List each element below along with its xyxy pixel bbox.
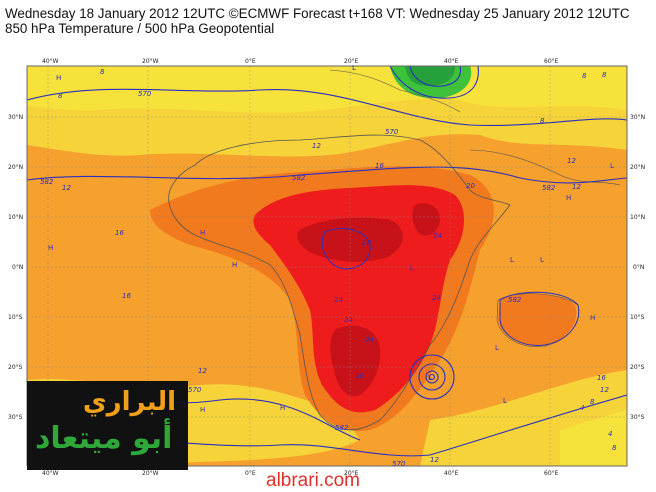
center-marker: L: [540, 256, 544, 264]
lat-tick: 20°N: [630, 164, 645, 171]
lat-tick: 20°N: [8, 164, 23, 171]
contour-labels: 570 570 582 582 582 582 570 582 570: [40, 90, 556, 468]
lat-tick: 20°S: [8, 364, 23, 371]
lon-tick: 40°W: [42, 470, 59, 477]
center-marker: H: [280, 404, 285, 412]
temp-label: 24: [432, 294, 441, 302]
temp-label: 20: [466, 182, 475, 190]
temp-label: 4: [608, 430, 612, 438]
temp-label: 4: [580, 404, 584, 412]
lon-tick: 20°E: [344, 58, 359, 65]
map-title: Wednesday 18 January 2012 12UTC ©ECMWF F…: [5, 6, 645, 36]
longitude-labels-top: 40°W 20°W 0°E 20°E 40°E 60°E: [42, 58, 559, 65]
center-marker: H: [566, 194, 571, 202]
contour-label: 582: [542, 184, 556, 192]
lat-tick: 20°S: [630, 364, 645, 371]
lon-tick: 40°E: [444, 470, 459, 477]
temp-label: 12: [572, 183, 581, 191]
lon-tick: 20°E: [344, 470, 359, 477]
contour-label: 582: [292, 174, 306, 182]
temp-label: 8: [100, 68, 105, 76]
contour-label: 582: [40, 178, 54, 186]
lat-tick: 30°N: [8, 114, 23, 121]
temp-label: 16: [122, 292, 131, 300]
lon-tick: 0°E: [245, 470, 256, 477]
lon-tick: 0°E: [245, 58, 256, 65]
latitude-labels-right: 30°N 20°N 10°N 0°N 10°S 20°S 30°S: [630, 114, 645, 421]
contour-label: 570: [392, 460, 406, 468]
lon-tick: 20°W: [142, 470, 159, 477]
temp-label: 24: [365, 336, 374, 344]
temp-label: 16: [355, 372, 364, 380]
lat-tick: 10°N: [8, 214, 23, 221]
lat-tick: 30°N: [630, 114, 645, 121]
center-marker: L: [410, 264, 414, 272]
lat-tick: 0°N: [12, 264, 23, 271]
center-marker: H: [232, 261, 237, 269]
lat-tick: 0°N: [633, 264, 644, 271]
contour-label: 582: [335, 424, 349, 432]
center-marker: L: [428, 374, 432, 382]
contour-label: 570: [385, 128, 399, 136]
lat-tick: 30°S: [8, 414, 23, 421]
center-marker: L: [503, 397, 507, 405]
center-marker: H: [200, 406, 205, 414]
temp-label: 8: [612, 444, 617, 452]
pressure-centers: H H H H H H L L L L L L H H L L: [48, 64, 614, 414]
temp-label: 12: [600, 386, 609, 394]
center-marker: H: [200, 229, 205, 237]
contour-label: 570: [188, 386, 202, 394]
title-line-2: 850 hPa Temperature / 500 hPa Geopotenti…: [5, 21, 275, 36]
contour-label: 570: [138, 90, 152, 98]
temp-label: 16: [375, 162, 384, 170]
temp-label: 16: [597, 374, 606, 382]
lon-tick: 60°E: [544, 58, 559, 65]
center-marker: L: [495, 344, 499, 352]
contour-label: 582: [508, 296, 522, 304]
temp-label: 8: [590, 398, 595, 406]
temp-label: 12: [430, 456, 439, 464]
lon-tick: 20°W: [142, 58, 159, 65]
temp-label: 8: [540, 117, 545, 125]
temp-label: 20: [362, 239, 371, 247]
temp-label: 8: [58, 92, 63, 100]
lat-tick: 30°S: [630, 414, 645, 421]
lat-tick: 10°N: [630, 214, 645, 221]
logo-text-top: البراري: [82, 387, 176, 417]
temp-label: 24: [344, 316, 353, 324]
site-watermark: albrari.com: [266, 470, 360, 491]
temp-label: 8: [602, 71, 607, 79]
lat-tick: 10°S: [630, 314, 645, 321]
lon-tick: 40°W: [42, 58, 59, 65]
albrari-logo: البراري أبو ميتعاد: [27, 381, 188, 470]
logo-text-bottom: أبو ميتعاد: [35, 421, 173, 456]
center-marker: L: [610, 162, 614, 170]
center-marker: H: [56, 74, 61, 82]
latitude-labels-left: 30°N 20°N 10°N 0°N 10°S 20°S 30°S: [8, 114, 23, 421]
center-marker: H: [590, 314, 595, 322]
longitude-labels-bottom: 40°W 20°W 0°E 20°E 40°E 60°E: [42, 470, 559, 477]
lon-tick: 60°E: [544, 470, 559, 477]
graticule: [27, 66, 627, 466]
temp-label: 24: [334, 296, 343, 304]
lat-tick: 10°S: [8, 314, 23, 321]
temp-label: 24: [433, 232, 442, 240]
lon-tick: 40°E: [444, 58, 459, 65]
temp-label: 12: [312, 142, 321, 150]
center-marker: L: [510, 256, 514, 264]
temp-label: 8: [582, 72, 587, 80]
center-marker: H: [48, 244, 53, 252]
temperature-labels: 8 8 12 12 16 16 16 20 20 24 24 24 24 24 …: [58, 68, 617, 464]
temp-label: 12: [198, 367, 207, 375]
temp-label: 12: [62, 184, 71, 192]
title-line-1: Wednesday 18 January 2012 12UTC ©ECMWF F…: [5, 6, 630, 21]
temp-label: 16: [115, 229, 124, 237]
center-marker: L: [352, 64, 356, 72]
temp-label: 12: [567, 157, 576, 165]
